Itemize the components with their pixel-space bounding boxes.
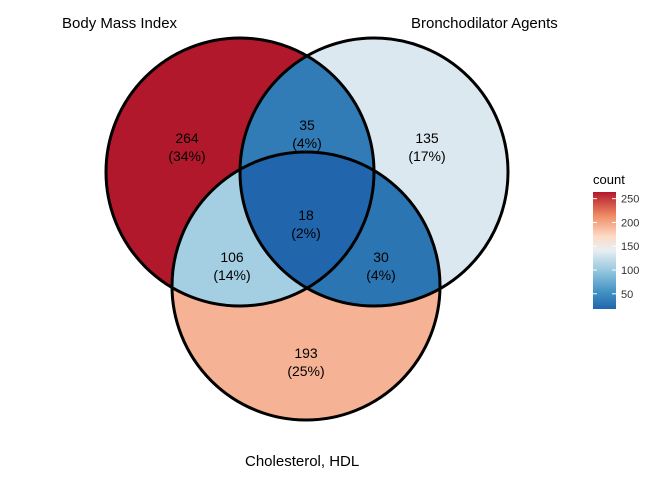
region-count-c: 193 (294, 345, 318, 361)
region-percent-ab: (4%) (292, 135, 322, 151)
circle-outline-b (238, 36, 510, 308)
circle-outlines (104, 36, 510, 422)
region-count-ab: 35 (299, 117, 315, 133)
region-percent-b: (17%) (408, 148, 445, 164)
region-percent-c: (25%) (287, 363, 324, 379)
region-percent-abc: (2%) (291, 225, 321, 241)
region-percent-bc: (4%) (366, 267, 396, 283)
set-label-a: Body Mass Index (62, 15, 178, 32)
region-count-ac: 106 (220, 249, 244, 265)
region-count-b: 135 (415, 130, 439, 146)
legend-tick-label: 50 (621, 289, 633, 301)
region-fills (106, 38, 508, 420)
legend-tick-label: 250 (621, 194, 639, 206)
legend-tick-label: 150 (621, 241, 639, 253)
region-percent-ac: (14%) (213, 267, 250, 283)
region-count-a: 264 (175, 130, 199, 146)
legend-colorbar (593, 192, 616, 309)
set-label-c: Cholesterol, HDL (245, 453, 359, 470)
region-count-bc: 30 (373, 249, 389, 265)
legend-title: count (593, 172, 625, 187)
legend-tick-label: 100 (621, 265, 639, 277)
legend-tick-label: 200 (621, 217, 639, 229)
set-label-b: Bronchodilator Agents (411, 15, 558, 32)
circle-outline-c (170, 150, 442, 422)
region-percent-a: (34%) (168, 148, 205, 164)
region-count-abc: 18 (298, 207, 314, 223)
legend-ticks: 250 200 150 100 50 (593, 194, 639, 301)
region-labels: 264 (34%) 135 (17%) 193 (25%) 35 (4%) 10… (168, 117, 445, 379)
color-legend: count 250 200 150 100 50 (593, 172, 639, 309)
